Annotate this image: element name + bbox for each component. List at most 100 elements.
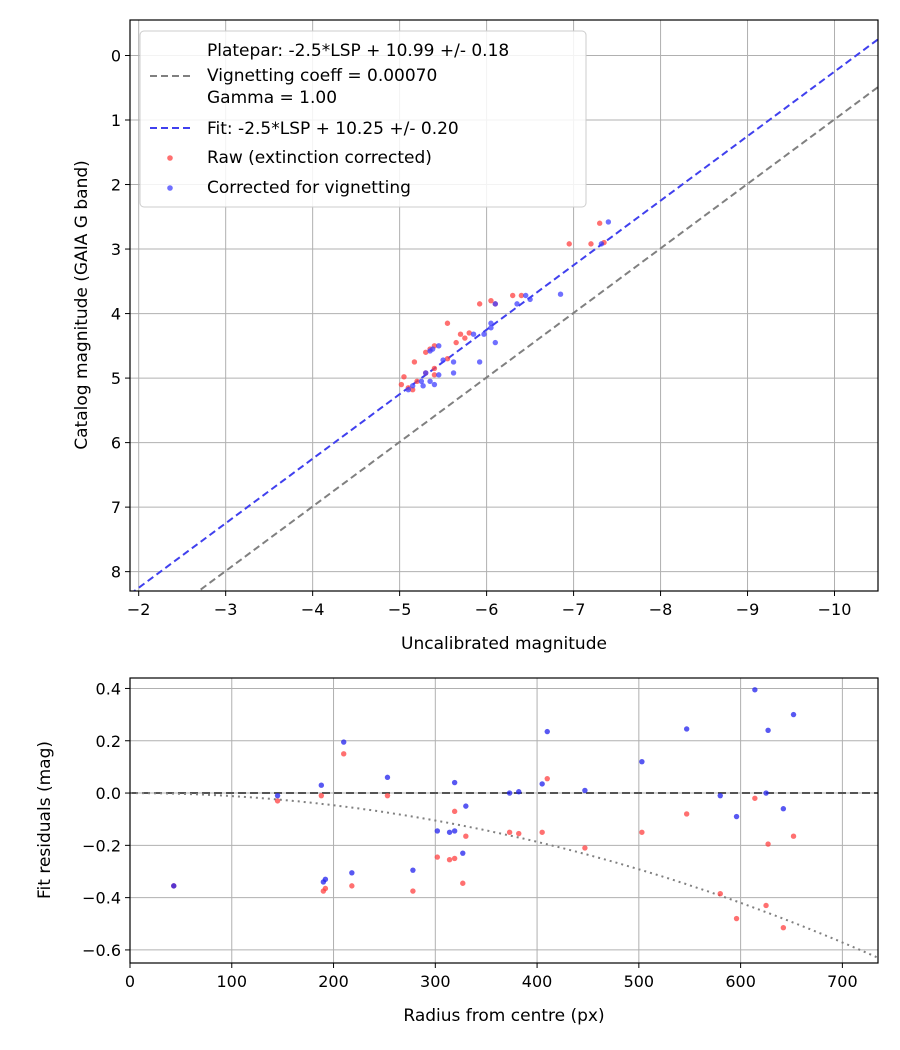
top-corrected-point [605,219,612,225]
bottom-y-tick-label: 0.4 [96,679,121,698]
top-corrected-point [429,346,436,352]
top-x-tick-label: −9 [736,600,760,619]
bottom-raw-point [460,880,466,886]
bottom-corrected-point [752,687,758,693]
top-corrected-point [450,370,457,376]
top-raw-point [453,339,459,346]
top-corrected-point [488,325,494,331]
top-y-ticks: 0 1 2 3 4 5 6 7 8 [111,46,130,582]
bottom-corrected-point [733,813,740,820]
top-raw-point [431,365,438,372]
legend-label-fit: Fit: -2.5*LSP + 10.25 +/- 0.20 [207,119,459,139]
top-corrected-point [409,383,416,389]
top-y-tick-label: 2 [111,176,121,195]
bottom-raw-point [516,830,522,837]
bottom-raw-point [683,811,690,817]
bottom-corrected-point [410,867,416,873]
top-raw-point [588,241,594,247]
bottom-corrected-point [516,789,522,795]
bottom-plot-frame [129,677,879,964]
top-raw-point [462,335,468,341]
top-y-tick-label: 0 [111,46,121,65]
bottom-raw-point [384,792,391,799]
top-y-tick-label: 4 [111,305,121,324]
bottom-raw-point [780,925,787,931]
bottom-raw-point [765,841,771,847]
top-x-tick-label: −5 [388,600,412,619]
top-raw-point [431,372,438,378]
bottom-corrected-point [639,758,645,765]
bottom-x-tick-label: 600 [725,972,756,991]
legend-label-platepar: Platepar: -2.5*LSP + 10.99 +/- 0.18 [207,41,509,61]
top-fit-lines [132,38,878,591]
bottom-corrected-point [451,779,458,786]
bottom-y-tick-label: 0.0 [96,784,121,803]
bottom-corrected-point [717,792,723,799]
top-raw-point [518,292,525,299]
bottom-corrected-point [341,739,347,745]
top-corrected-point [598,241,605,247]
top-y-tick-label: 6 [111,434,121,453]
bottom-x-tick-label: 700 [827,972,858,991]
top-raw-point [414,378,420,385]
top-corrected-point [431,381,438,388]
bottom-x-tick-label: 0 [125,972,135,991]
bottom-raw-point [322,885,329,892]
bottom-x-ticks: 0 100 200 300 400 500 600 700 [125,963,858,991]
bottom-corrected-point [506,790,513,796]
top-fit-line [132,38,878,591]
bottom-raw-point [434,854,441,860]
bottom-raw-point [582,845,588,851]
top-y-tick-label: 1 [111,111,121,130]
bottom-raw-point [341,751,347,757]
bottom-corrected-point [274,792,281,799]
bottom-raw-point [717,891,723,897]
bottom-corrected-point [582,787,588,794]
legend: Platepar: -2.5*LSP + 10.99 +/- 0.18 Vign… [139,30,587,208]
top-corrected-point [514,301,520,307]
top-x-ticks: −2 −3 −4 −5 −6 −7 −8 −9 −10 [127,591,851,619]
bottom-raw-point [451,855,458,862]
bottom-chart: 0 100 200 300 400 500 600 700 0.4 0.2 0.0 −0.2 −0.4… [35,677,879,1026]
bottom-corrected-point [765,727,771,733]
bottom-corrected-point [451,828,458,834]
bottom-corrected-point [322,876,329,883]
top-x-tick-label: −10 [818,600,852,619]
bottom-corrected-point [463,803,469,809]
legend-label-gamma: Gamma = 1.00 [207,88,337,108]
top-raw-point [411,359,418,365]
bottom-raw-point [790,833,797,839]
bottom-raw-point [274,798,281,804]
bottom-raw-point [544,775,550,782]
bottom-corrected-point [434,828,441,834]
top-corrected-point [423,370,429,376]
top-corrected-point [440,357,446,363]
top-raw-point [444,356,451,362]
bottom-raw-point [410,888,416,894]
bottom-corrected-point [539,781,545,787]
top-corrected-point [492,301,499,307]
bottom-raw-point [506,829,513,835]
bottom-x-tick-label: 200 [318,972,349,991]
bottom-raw-point [451,808,458,815]
bottom-raw-point [463,833,469,839]
top-x-axis-label: Uncalibrated magnitude [401,634,607,654]
legend-corrected-marker [167,185,173,191]
bottom-corrected-point [384,774,391,781]
top-corrected-point [420,383,426,389]
top-corrected-point [450,359,457,365]
top-plot-frame [129,19,879,592]
top-y-tick-label: 7 [111,498,121,517]
top-y-tick-label: 5 [111,369,121,388]
bottom-raw-point [539,829,545,835]
bottom-raw-point [446,857,453,863]
top-x-tick-label: −7 [562,600,586,619]
top-corrected-point [557,291,564,297]
top-raw-point [476,301,483,307]
legend-label-raw: Raw (extinction corrected) [207,148,432,168]
bottom-y-tick-label: −0.4 [82,889,121,908]
top-raw-point [398,381,405,388]
bottom-scatter-points [171,687,797,931]
bottom-y-tick-label: −0.6 [82,941,121,960]
